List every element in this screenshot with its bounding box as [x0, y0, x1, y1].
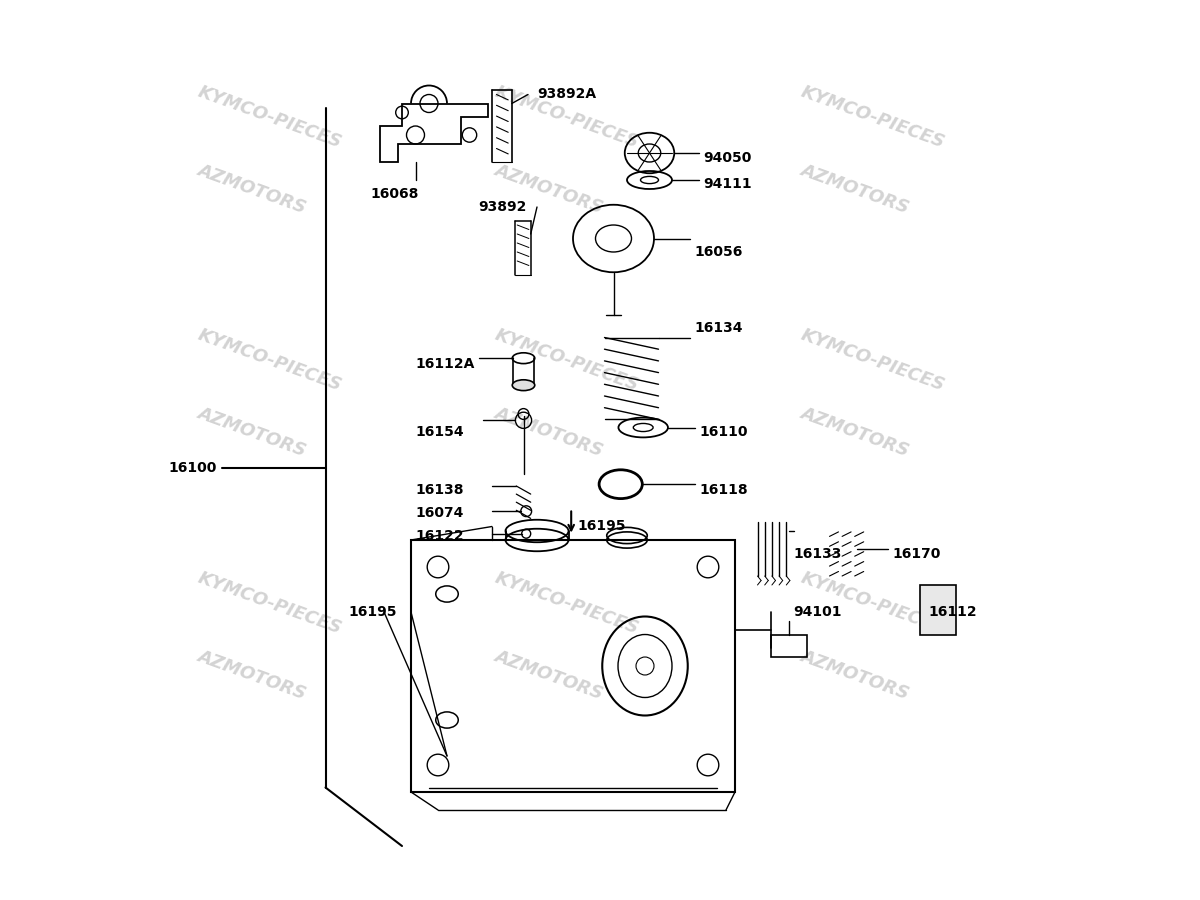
Text: AZMOTORS: AZMOTORS — [492, 404, 606, 460]
Text: KYMCO-PIECES: KYMCO-PIECES — [194, 83, 344, 151]
Text: 16170: 16170 — [893, 546, 941, 561]
Text: 16068: 16068 — [371, 186, 419, 201]
Text: 94050: 94050 — [703, 150, 752, 165]
Text: 16112: 16112 — [929, 605, 977, 619]
Text: KYMCO-PIECES: KYMCO-PIECES — [798, 83, 947, 151]
Bar — [919, 585, 955, 634]
Text: KYMCO-PIECES: KYMCO-PIECES — [798, 569, 947, 637]
Text: KYMCO-PIECES: KYMCO-PIECES — [492, 326, 641, 394]
Text: AZMOTORS: AZMOTORS — [798, 404, 912, 460]
Ellipse shape — [512, 380, 535, 391]
Text: 16100: 16100 — [168, 461, 216, 475]
Text: KYMCO-PIECES: KYMCO-PIECES — [194, 569, 344, 637]
Text: AZMOTORS: AZMOTORS — [194, 161, 308, 217]
Text: 16133: 16133 — [793, 546, 842, 561]
Text: 16118: 16118 — [698, 483, 748, 498]
Text: AZMOTORS: AZMOTORS — [194, 404, 308, 460]
Text: AZMOTORS: AZMOTORS — [492, 161, 606, 217]
Text: 93892: 93892 — [479, 200, 527, 214]
Text: KYMCO-PIECES: KYMCO-PIECES — [798, 326, 947, 394]
Text: 94101: 94101 — [793, 605, 842, 619]
Text: KYMCO-PIECES: KYMCO-PIECES — [492, 83, 641, 151]
Text: 16195: 16195 — [577, 519, 626, 534]
Text: AZMOTORS: AZMOTORS — [492, 647, 606, 703]
Text: 16074: 16074 — [415, 506, 464, 520]
Text: 16134: 16134 — [695, 321, 743, 336]
Text: 93892A: 93892A — [538, 87, 596, 102]
Text: 16138: 16138 — [415, 483, 464, 498]
Text: AZMOTORS: AZMOTORS — [798, 161, 912, 217]
Text: 16110: 16110 — [698, 425, 748, 439]
Text: 16056: 16056 — [695, 245, 743, 259]
Text: 16154: 16154 — [415, 425, 464, 439]
Text: 94111: 94111 — [703, 177, 752, 192]
Text: AZMOTORS: AZMOTORS — [194, 647, 308, 703]
Text: 16122: 16122 — [415, 528, 464, 543]
Text: KYMCO-PIECES: KYMCO-PIECES — [492, 569, 641, 637]
Text: KYMCO-PIECES: KYMCO-PIECES — [194, 326, 344, 394]
Bar — [772, 634, 808, 657]
Text: AZMOTORS: AZMOTORS — [798, 647, 912, 703]
Text: 16195: 16195 — [348, 605, 396, 619]
Text: 16112A: 16112A — [415, 357, 475, 372]
